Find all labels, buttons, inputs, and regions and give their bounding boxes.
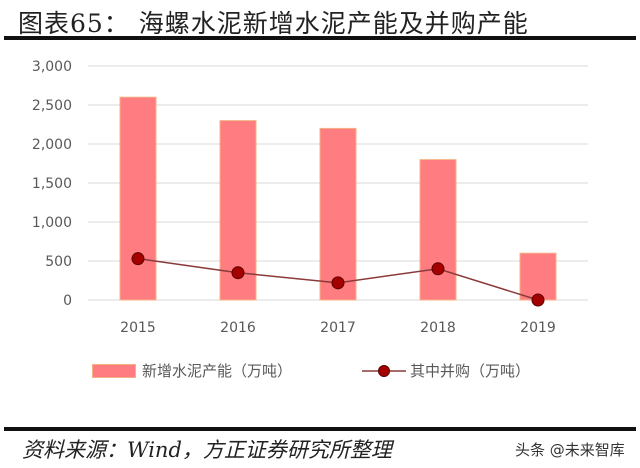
chart-plot: 0 500 1,000 1,500 2,000 2,500 3,000 2015 2016 201… [32, 59, 588, 336]
y-tick-label: 3,000 [32, 59, 72, 75]
x-tick-label: 2015 [120, 320, 156, 336]
source-note: 资料来源：Wind，方正证券研究所整理 [22, 438, 392, 462]
legend-line: 其中并购（万吨） [362, 360, 530, 381]
line-marker [531, 293, 545, 307]
legend-bar-label: 新增水泥产能（万吨） [142, 362, 293, 380]
y-tick-label: 500 [45, 254, 72, 270]
bar [419, 159, 457, 301]
line-marker [131, 252, 145, 266]
bar [119, 96, 157, 301]
line-marker [431, 262, 445, 276]
y-tick-label: 1,000 [32, 215, 72, 231]
y-tick-label: 2,000 [32, 137, 72, 153]
top-rule [4, 36, 636, 40]
x-tick-label: 2019 [520, 320, 556, 336]
x-tick-label: 2018 [420, 320, 456, 336]
line-marker [231, 266, 245, 280]
legend-line-marker-icon [362, 364, 406, 377]
x-tick-label: 2016 [220, 320, 256, 336]
legend-bar-swatch [92, 363, 136, 378]
bottom-rule [4, 427, 636, 431]
y-tick-label: 0 [63, 293, 72, 309]
x-tick-label: 2017 [320, 320, 356, 336]
chart-title: 图表65： 海螺水泥新增水泥产能及并购产能 [18, 9, 529, 38]
bar [319, 127, 357, 301]
legend-bar: 新增水泥产能（万吨） [92, 360, 292, 381]
legend-line-label: 其中并购（万吨） [410, 362, 531, 380]
y-tick-label: 1,500 [32, 176, 72, 192]
bar [519, 252, 557, 301]
watermark: 头条 @未来智库 [515, 441, 625, 459]
y-tick-label: 2,500 [32, 98, 72, 114]
line-marker [331, 276, 345, 290]
